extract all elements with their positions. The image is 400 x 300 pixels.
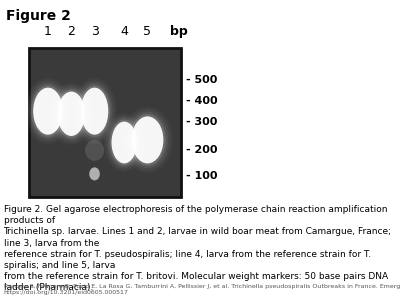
Ellipse shape	[108, 117, 141, 168]
Text: Figure 2. Gel agarose electrophoresis of the polymerase chain reaction amplifica: Figure 2. Gel agarose electrophoresis of…	[4, 205, 392, 292]
Ellipse shape	[56, 89, 87, 138]
Text: 2: 2	[67, 25, 75, 38]
Text: 3: 3	[91, 25, 98, 38]
Ellipse shape	[85, 140, 104, 161]
Ellipse shape	[89, 167, 100, 180]
Text: 4: 4	[120, 25, 128, 38]
Text: Ranque S, Faugere B, Pozio E, La Rosa G, Tamburrini A, Pellissier J, et al. Tric: Ranque S, Faugere B, Pozio E, La Rosa G,…	[4, 284, 400, 295]
Text: - 500: - 500	[186, 75, 217, 85]
Text: - 400: - 400	[186, 96, 217, 106]
Ellipse shape	[29, 83, 67, 140]
Text: - 300: - 300	[186, 117, 217, 127]
Ellipse shape	[129, 114, 166, 166]
Ellipse shape	[58, 92, 85, 136]
Text: 1: 1	[44, 25, 52, 38]
Bar	[29, 48, 181, 197]
Text: - 200: - 200	[186, 146, 217, 155]
Ellipse shape	[132, 116, 163, 164]
Ellipse shape	[127, 112, 168, 168]
Ellipse shape	[110, 119, 139, 166]
Ellipse shape	[31, 85, 65, 137]
Ellipse shape	[53, 87, 89, 140]
Text: - 100: - 100	[186, 172, 217, 182]
Ellipse shape	[81, 88, 108, 135]
Text: 5: 5	[144, 25, 152, 38]
Text: Figure 2: Figure 2	[6, 9, 70, 23]
Ellipse shape	[79, 85, 110, 137]
Text: bp: bp	[170, 25, 188, 38]
Ellipse shape	[33, 88, 63, 135]
Ellipse shape	[112, 122, 137, 164]
Ellipse shape	[77, 83, 112, 140]
